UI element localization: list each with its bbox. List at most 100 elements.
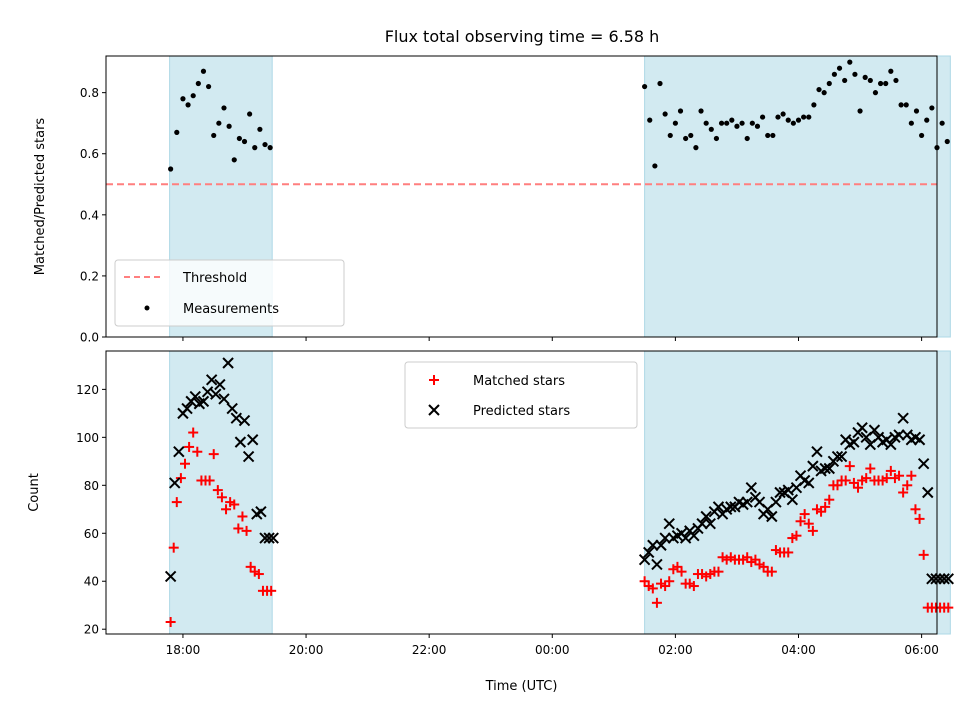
legend-threshold-label: Threshold: [182, 271, 247, 286]
matched-star-point: [918, 549, 929, 560]
matched-star-point: [188, 427, 199, 438]
matched-star-point: [221, 504, 232, 515]
legend-matched-label: Matched stars: [473, 374, 565, 389]
matched-star-point: [651, 597, 662, 608]
measurement-point: [683, 135, 689, 142]
measurement-point: [790, 120, 796, 126]
predicted-star-point: [247, 434, 259, 446]
matched-star-point: [237, 511, 248, 522]
measurement-point: [211, 132, 217, 139]
x-tick-label: 22:00: [412, 643, 447, 657]
measurement-point: [785, 117, 791, 123]
measurement-point: [765, 132, 771, 139]
measurement-point: [185, 102, 191, 108]
x-tick-label: 00:00: [535, 643, 570, 657]
predicted-star-point: [741, 496, 753, 508]
measurement-point: [667, 132, 673, 139]
measurement-point: [806, 114, 812, 120]
measurement-point: [826, 80, 832, 87]
bottom-legend: Matched stars Predicted stars: [404, 361, 638, 429]
predicted-star-point: [856, 422, 868, 434]
measurement-point: [647, 117, 653, 123]
predicted-star-point: [267, 532, 279, 544]
predicted-star-point: [242, 450, 255, 463]
measurement-point: [872, 90, 879, 96]
matched-star-point: [266, 585, 277, 596]
predicted-star-point: [226, 402, 238, 415]
matched-star-point: [844, 461, 855, 472]
matched-star-point: [216, 492, 227, 503]
matched-star-point: [807, 525, 818, 536]
matched-star-point: [914, 513, 925, 524]
top-observing-windows: [169, 55, 951, 338]
measurement-point: [226, 123, 232, 129]
legend-matched-swatch: [429, 375, 439, 385]
predicted-star-point: [868, 424, 881, 436]
predicted-star-point: [663, 517, 675, 530]
predicted-star-point: [766, 510, 778, 523]
legend-measurements-swatch: [144, 305, 150, 311]
predicted-star-point: [655, 539, 667, 551]
measurement-point: [857, 108, 863, 114]
predicted-stars-points: [164, 357, 954, 585]
matched-star-point: [253, 569, 264, 580]
legend-predicted-label: Predicted stars: [473, 404, 570, 419]
matched-star-point: [885, 465, 896, 476]
measurement-point: [944, 138, 950, 145]
predicted-star-point: [725, 501, 737, 513]
measurement-point: [939, 120, 945, 126]
measurement-point: [236, 135, 242, 142]
matched-star-point: [179, 458, 190, 469]
predicted-star-point: [926, 573, 938, 585]
measurement-point: [713, 135, 720, 142]
measurement-point: [677, 108, 684, 114]
predicted-star-point: [835, 450, 848, 463]
matched-star-point: [853, 482, 864, 493]
predicted-star-point: [774, 486, 786, 499]
predicted-star-point: [263, 532, 275, 544]
x-axis-label: Time (UTC): [485, 679, 558, 694]
predicted-star-point: [647, 539, 659, 551]
predicted-star-point: [189, 390, 201, 403]
matched-star-point: [233, 523, 244, 534]
top-legend-box: [114, 259, 345, 327]
matched-star-point: [664, 576, 675, 587]
measurement-point: [205, 83, 212, 90]
predicted-star-point: [811, 446, 823, 458]
measurement-point: [913, 108, 920, 114]
matched-star-point: [168, 542, 179, 553]
measurement-point: [831, 71, 838, 77]
predicted-star-point: [643, 546, 655, 559]
measurement-point: [672, 120, 678, 126]
predicted-star-point: [913, 434, 926, 446]
legend-x-marker: [428, 404, 440, 416]
predicted-star-point: [922, 486, 934, 499]
measurement-point: [919, 132, 925, 139]
predicted-star-point: [938, 573, 950, 585]
legend-measurements-label: Measurements: [183, 302, 279, 317]
measurement-point: [852, 71, 858, 77]
predicted-star-point: [218, 393, 230, 405]
y-tick-label: 0.0: [80, 331, 99, 345]
predicted-star-point: [259, 532, 271, 544]
measurement-point: [190, 93, 196, 99]
predicted-star-point: [173, 446, 185, 458]
observing-window: [644, 55, 951, 338]
predicted-star-point: [745, 481, 758, 494]
matched-star-point: [803, 518, 814, 529]
measurement-point: [780, 111, 786, 117]
matched-star-point: [943, 602, 954, 613]
measurement-point: [241, 138, 248, 145]
predicted-star-point: [807, 460, 819, 472]
count-panel: 20 40 60 80 100 120 18:00 20:00 22:00 00:00 02:00…: [27, 350, 954, 694]
matched-star-point: [799, 509, 810, 520]
top-x-ticks: [182, 337, 923, 341]
matched-star-point: [766, 566, 777, 577]
measurement-point: [257, 126, 263, 132]
predicted-star-point: [803, 477, 815, 489]
matched-star-point: [902, 480, 913, 491]
measurement-point: [231, 157, 237, 163]
measurement-point: [200, 68, 207, 74]
measurement-point: [893, 77, 899, 84]
matched-star-point: [212, 485, 223, 496]
